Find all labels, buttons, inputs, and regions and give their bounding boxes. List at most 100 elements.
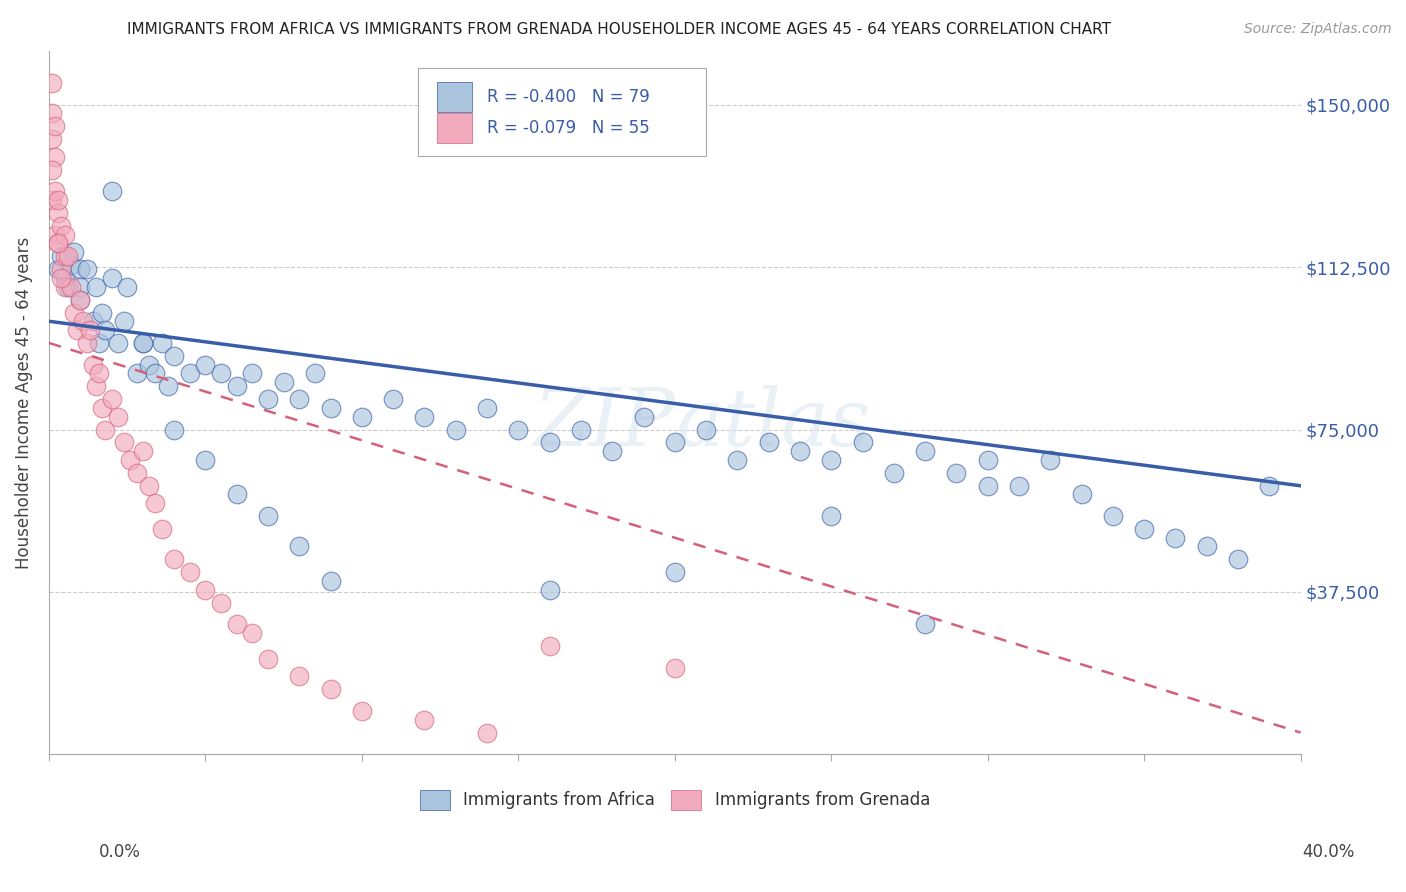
Text: Source: ZipAtlas.com: Source: ZipAtlas.com <box>1244 22 1392 37</box>
Point <box>138 358 160 372</box>
Point <box>225 487 247 501</box>
Point <box>288 540 311 554</box>
Point <box>163 423 186 437</box>
Point <box>209 366 232 380</box>
Point <box>48 236 70 251</box>
Text: 40.0%: 40.0% <box>1302 843 1355 861</box>
Point <box>41 132 63 146</box>
Point <box>475 401 498 415</box>
Point <box>725 452 748 467</box>
Point <box>273 375 295 389</box>
Point <box>288 669 311 683</box>
Point <box>225 379 247 393</box>
Point <box>87 335 110 350</box>
Point <box>1164 531 1187 545</box>
Point <box>132 335 155 350</box>
Point <box>138 479 160 493</box>
Point <box>125 466 148 480</box>
Point <box>100 271 122 285</box>
Point <box>69 293 91 307</box>
Point <box>48 236 70 251</box>
Point <box>225 617 247 632</box>
Text: 0.0%: 0.0% <box>98 843 141 861</box>
FancyBboxPatch shape <box>437 82 472 112</box>
Point <box>48 262 70 277</box>
Point <box>63 245 86 260</box>
Point <box>84 379 107 393</box>
Point <box>53 279 76 293</box>
Point <box>413 409 436 424</box>
Point <box>150 522 173 536</box>
Point <box>44 120 66 134</box>
Point <box>194 582 217 597</box>
Point <box>72 314 94 328</box>
Point <box>538 582 561 597</box>
Point <box>664 566 686 580</box>
Point <box>69 293 91 307</box>
Point <box>132 444 155 458</box>
Point <box>112 435 135 450</box>
Text: IMMIGRANTS FROM AFRICA VS IMMIGRANTS FROM GRENADA HOUSEHOLDER INCOME AGES 45 - 6: IMMIGRANTS FROM AFRICA VS IMMIGRANTS FRO… <box>127 22 1111 37</box>
Point <box>257 652 280 666</box>
Point <box>695 423 717 437</box>
Point <box>100 392 122 407</box>
Point <box>163 349 186 363</box>
Point <box>107 409 129 424</box>
Point <box>240 366 263 380</box>
Point <box>1039 452 1062 467</box>
Point <box>758 435 780 450</box>
Point <box>112 314 135 328</box>
Point <box>53 271 76 285</box>
Point <box>48 206 70 220</box>
Point <box>94 423 117 437</box>
Point <box>664 435 686 450</box>
Point <box>145 366 167 380</box>
Point <box>1227 552 1250 566</box>
Point <box>84 279 107 293</box>
Point <box>194 452 217 467</box>
Point <box>41 106 63 120</box>
Point <box>120 452 142 467</box>
Point <box>977 452 1000 467</box>
Point <box>633 409 655 424</box>
Point <box>257 509 280 524</box>
Point <box>508 423 530 437</box>
Point <box>319 401 342 415</box>
Point <box>82 358 104 372</box>
Point <box>1258 479 1281 493</box>
Point <box>156 379 179 393</box>
Point <box>538 639 561 653</box>
Point <box>1195 540 1218 554</box>
Point <box>789 444 811 458</box>
Point <box>600 444 623 458</box>
Point <box>382 392 405 407</box>
Y-axis label: Householder Income Ages 45 - 64 years: Householder Income Ages 45 - 64 years <box>15 236 32 568</box>
Point <box>56 249 79 263</box>
Point <box>79 323 101 337</box>
Point <box>82 314 104 328</box>
Point <box>304 366 326 380</box>
Point <box>115 279 138 293</box>
Point <box>350 704 373 718</box>
Point <box>664 660 686 674</box>
Point <box>53 227 76 242</box>
Point <box>851 435 873 450</box>
FancyBboxPatch shape <box>418 69 706 156</box>
Point <box>41 76 63 90</box>
Point <box>76 262 98 277</box>
Point <box>257 392 280 407</box>
Point <box>94 323 117 337</box>
Legend: Immigrants from Africa, Immigrants from Grenada: Immigrants from Africa, Immigrants from … <box>413 784 936 816</box>
Point <box>209 596 232 610</box>
Point <box>44 150 66 164</box>
Point <box>977 479 1000 493</box>
Text: ZIP: ZIP <box>533 384 675 462</box>
Point <box>350 409 373 424</box>
Point <box>91 401 114 415</box>
Point <box>194 358 217 372</box>
Point <box>1008 479 1031 493</box>
Point <box>51 219 73 233</box>
Point <box>100 185 122 199</box>
Point <box>87 366 110 380</box>
Point <box>53 249 76 263</box>
